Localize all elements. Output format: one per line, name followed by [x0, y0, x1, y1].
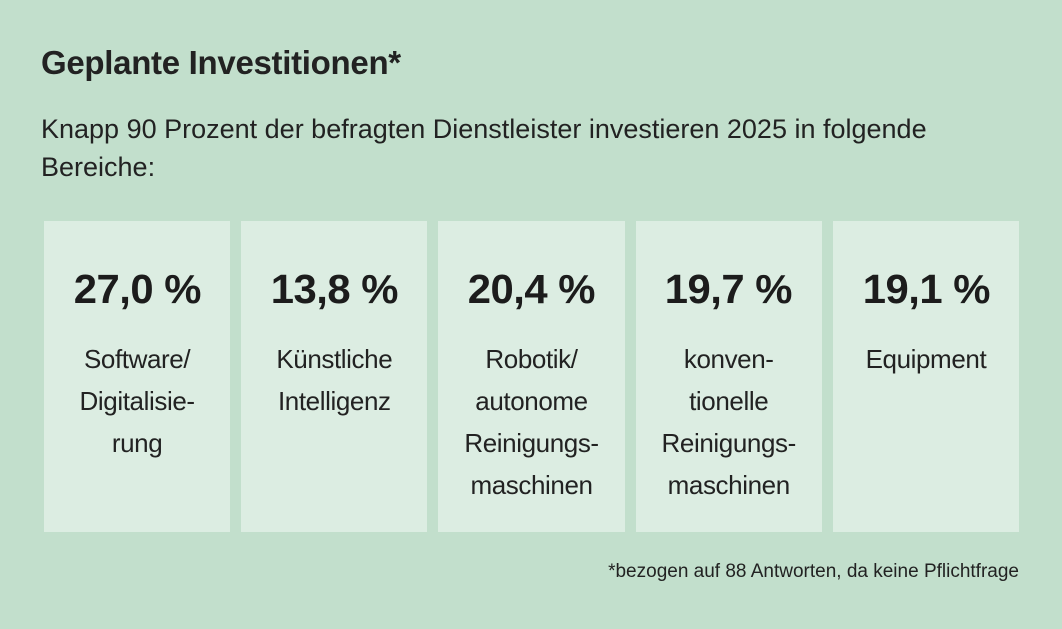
- category-label-line: rung: [111, 428, 163, 458]
- category-label-line: Reinigungs-: [464, 428, 599, 458]
- category-label-line: Equipment: [865, 344, 987, 374]
- category-label-line: Künstliche: [276, 344, 393, 374]
- category-label-line: Digitalisie-: [79, 386, 196, 416]
- category-label-line: konven-: [683, 344, 774, 374]
- category-label-line: autonome: [475, 386, 588, 416]
- category-label-line: Reinigungs-: [661, 428, 797, 458]
- category-label-line: maschinen: [667, 470, 791, 500]
- category-label: Software/ Digitalisie- rung: [79, 338, 196, 464]
- category-box-equipment: 19,1 % Equipment: [832, 221, 1020, 532]
- category-label-line: Intelligenz: [277, 386, 391, 416]
- footnote: *bezogen auf 88 Antworten, da keine Pfli…: [608, 561, 1019, 582]
- category-box-software: 27,0 % Software/ Digitalisie- rung: [44, 221, 231, 532]
- category-label: Equipment: [866, 338, 987, 380]
- page-title: Geplante Investitionen*: [41, 44, 401, 81]
- category-label-line: maschinen: [470, 470, 593, 500]
- category-label-line: Software/: [83, 344, 191, 374]
- category-label: konven- tionelle Reinigungs- maschinen: [661, 338, 797, 506]
- category-boxes: 27,0 % Software/ Digitalisie- rung 13,8 …: [44, 221, 1020, 532]
- subtitle: Knapp 90 Prozent der befragten Dienstlei…: [41, 114, 927, 182]
- category-box-robotik: 20,4 % Robotik/ autonome Reinigungs- mas…: [438, 221, 625, 532]
- category-label: Robotik/ autonome Reinigungs- maschinen: [464, 338, 599, 506]
- category-box-ki: 13,8 % Künstliche Intelligenz: [241, 221, 428, 532]
- category-label-line: Robotik/: [485, 344, 578, 374]
- category-box-konventionell: 19,7 % konven- tionelle Reinigungs- masc…: [635, 221, 822, 532]
- category-value: 20,4 %: [467, 266, 596, 312]
- category-value: 19,1 %: [862, 266, 990, 312]
- category-label-line: tionelle: [689, 386, 769, 416]
- category-label: Künstliche Intelligenz: [276, 338, 392, 422]
- category-value: 27,0 %: [73, 266, 202, 312]
- category-value: 13,8 %: [270, 266, 399, 312]
- category-value: 19,7 %: [665, 266, 793, 312]
